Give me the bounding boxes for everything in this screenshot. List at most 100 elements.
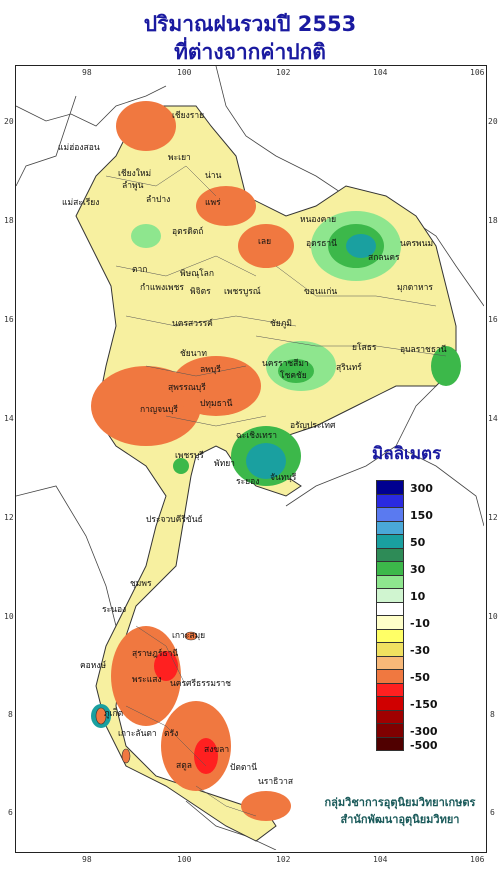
- place-label: ขอนแก่น: [304, 287, 338, 297]
- legend-swatch: [376, 520, 404, 535]
- legend-label: 10: [410, 590, 426, 603]
- place-label: มุกดาหาร: [397, 283, 433, 293]
- legend-label: 30: [410, 563, 426, 576]
- island-phuket: [95, 707, 107, 725]
- legend-swatch: [376, 574, 404, 589]
- place-label: กาญจนบุรี: [140, 405, 178, 415]
- place-label: ชัยภูมิ: [270, 319, 292, 329]
- province-line: [165, 415, 267, 427]
- place-label: ฉะเชิงเทรา: [236, 431, 278, 441]
- province-line: [145, 365, 247, 377]
- place-label: พระแสง: [132, 675, 162, 685]
- place-label: เชียงใหม่: [118, 169, 152, 179]
- place-label: จันทบุรี: [270, 473, 297, 483]
- place-label: ปัตตานี: [230, 763, 258, 773]
- legend-swatch: [376, 682, 404, 697]
- zone-petchaburi-surplus: [173, 458, 189, 474]
- credit-line2: สำนักพัฒนาอุตุนิยมวิทยา: [340, 813, 460, 826]
- legend-swatch: [376, 669, 404, 684]
- place-label: พิจิตร: [190, 287, 211, 297]
- legend-label: -500: [410, 738, 438, 752]
- legend-label: 300: [410, 482, 433, 495]
- place-label: นครศรีธรรมราช: [170, 679, 232, 689]
- legend-label: -30: [410, 644, 430, 657]
- zone-korat-surplus-mid: [278, 359, 314, 383]
- border-line-malaysia: [185, 800, 277, 850]
- y-tick-label: 6: [490, 808, 495, 817]
- y-tick-label: 6: [8, 808, 13, 817]
- legend-swatch: [376, 507, 404, 522]
- legend-swatch: [376, 547, 404, 562]
- place-label: นราธิวาส: [258, 777, 294, 787]
- zone-loei-deficit: [238, 224, 294, 268]
- x-tick-label: 106: [470, 68, 485, 77]
- credit-line1: กลุ่มวิชาการอุตุนิยมวิทยาเกษตร: [324, 796, 476, 809]
- province-line: [195, 785, 257, 817]
- y-tick-label: 16: [4, 315, 14, 324]
- place-label: เลย: [258, 237, 272, 247]
- legend-swatch: [376, 642, 404, 657]
- place-label: ลพบุรี: [200, 365, 221, 375]
- place-label: ชัยนาท: [180, 349, 207, 359]
- place-label: อุตรดิตถ์: [172, 227, 204, 237]
- legend-title: มิลลิเมตร: [372, 444, 442, 464]
- legend-swatch: [376, 723, 404, 738]
- legend-label: -150: [410, 698, 438, 711]
- province-line: [115, 255, 257, 277]
- place-label: ปทุมธานี: [200, 399, 233, 409]
- legend-swatch: [376, 534, 404, 549]
- zone-phrae-deficit: [196, 186, 256, 226]
- province-boundaries: [105, 165, 447, 817]
- zone-tak-surplus: [131, 224, 161, 248]
- place-label: ลำปาง: [146, 195, 171, 205]
- x-tick-label: 104: [373, 68, 388, 77]
- place-label: อรัญประเทศ: [290, 421, 336, 431]
- legend-label: -50: [410, 671, 430, 684]
- anomaly-zones: [91, 101, 461, 821]
- place-label: ระนอง: [102, 605, 127, 615]
- zone-surat-deficit: [111, 626, 181, 726]
- y-tick-label: 20: [4, 117, 14, 126]
- province-line: [125, 705, 207, 767]
- place-label: แม่สะเรียง: [62, 198, 100, 208]
- island-lanta: [121, 748, 131, 764]
- y-tick-label: 10: [4, 612, 14, 621]
- place-label: สงขลา: [204, 745, 230, 755]
- y-tick-label: 20: [488, 117, 498, 126]
- place-label: ตาก: [132, 265, 148, 275]
- place-label: กำแพงเพชร: [140, 283, 184, 293]
- legend-swatch: [376, 480, 404, 495]
- legend-swatch: [376, 736, 404, 751]
- place-label: ภูเก็ต: [104, 709, 124, 719]
- province-line: [275, 265, 437, 307]
- x-tick-label: 106: [470, 855, 485, 864]
- place-label: ตรัง: [164, 729, 179, 739]
- place-label: สุรินทร์: [336, 363, 362, 373]
- y-tick-label: 12: [4, 513, 14, 522]
- zone-sakon-surplus-core: [346, 234, 376, 258]
- x-tick-label: 98: [82, 68, 92, 77]
- legend-label: -300: [410, 725, 438, 738]
- map-title-line1: ปริมาณฝนรวมปี 2553: [143, 12, 357, 36]
- legend-swatch: [376, 615, 404, 630]
- x-tick-label: 98: [82, 855, 92, 864]
- y-tick-label: 12: [488, 513, 498, 522]
- y-tick-label: 18: [488, 216, 498, 225]
- province-line: [125, 315, 297, 327]
- place-label: ระยอง: [236, 477, 260, 487]
- zone-ubon-surplus: [431, 346, 461, 386]
- zone-narathiwat-deficit: [241, 791, 291, 821]
- legend-swatch: [376, 588, 404, 603]
- place-label: อุดรธานี: [306, 239, 337, 249]
- legend-swatch: [376, 601, 404, 616]
- x-tick-label: 102: [276, 68, 291, 77]
- zone-central-deficit: [171, 356, 261, 416]
- place-label: น่าน: [205, 171, 222, 181]
- place-label: แม่ฮ่องสอน: [58, 143, 100, 153]
- x-tick-label: 100: [177, 855, 192, 864]
- y-tick-label: 14: [4, 414, 14, 423]
- color-legend: [376, 480, 404, 751]
- place-label: พิษณุโลก: [180, 269, 215, 279]
- place-label: ยโสธร: [352, 343, 377, 353]
- legend-label: 50: [410, 536, 426, 549]
